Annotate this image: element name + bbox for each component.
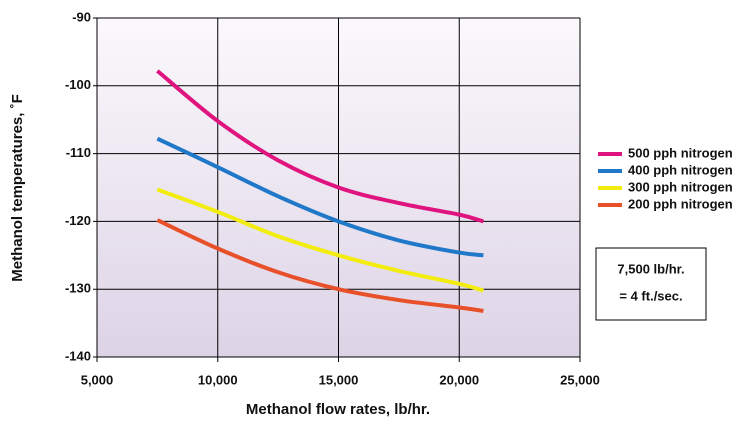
annotation-box bbox=[595, 247, 707, 321]
annotation: = 4 ft./sec. bbox=[619, 288, 682, 303]
y-tick-label: -100 bbox=[65, 77, 91, 92]
annotation: 7,500 lb/hr. bbox=[617, 261, 684, 276]
x-tick-label: 10,000 bbox=[198, 372, 238, 387]
x-axis-label: Methanol flow rates, lb/hr. bbox=[246, 401, 430, 418]
series-line bbox=[156, 69, 484, 224]
x-tick-label: 20,000 bbox=[439, 372, 479, 387]
x-tick-label: 15,000 bbox=[319, 372, 359, 387]
legend-label: 400 pph nitrogen bbox=[628, 162, 733, 177]
legend-label: 300 pph nitrogen bbox=[628, 179, 733, 194]
y-tick-label: -130 bbox=[65, 281, 91, 296]
x-tick-label: 25,000 bbox=[560, 372, 600, 387]
y-tick-label: -120 bbox=[65, 213, 91, 228]
y-axis-label: Methanol temperatures, ˚F bbox=[9, 94, 26, 282]
legend-label: 200 pph nitrogen bbox=[628, 196, 733, 211]
series-line bbox=[156, 218, 484, 313]
y-tick-label: -110 bbox=[66, 145, 91, 160]
legend-label: 500 pph nitrogen bbox=[628, 145, 733, 160]
y-tick-label: -140 bbox=[65, 348, 91, 363]
series-line bbox=[156, 187, 484, 293]
series-line bbox=[156, 136, 484, 258]
y-tick-label: -90 bbox=[72, 9, 91, 24]
x-tick-label: 5,000 bbox=[81, 372, 114, 387]
